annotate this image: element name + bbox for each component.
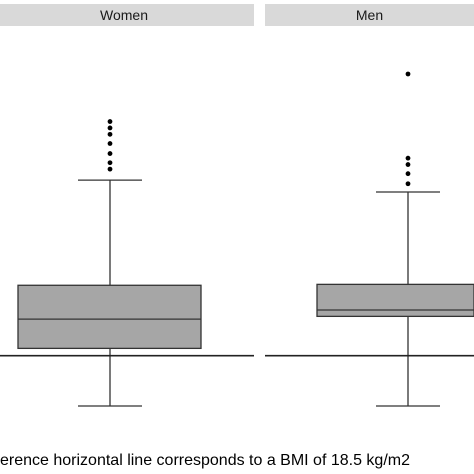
strip-label-men: Men bbox=[356, 7, 383, 23]
strip-background-women bbox=[0, 4, 254, 26]
box-women bbox=[17, 284, 202, 350]
outlier-point-women-4 bbox=[107, 131, 113, 137]
box-men bbox=[316, 283, 474, 318]
outlier-point-men-1 bbox=[405, 171, 411, 177]
outlier-point-women-2 bbox=[107, 151, 113, 156]
boxplot-chart: Women Men bbox=[0, 4, 474, 407]
outlier-point-men-3 bbox=[405, 155, 411, 161]
outlier-point-men-4 bbox=[405, 71, 411, 77]
outlier-point-women-0 bbox=[107, 166, 113, 172]
outlier-point-men-0 bbox=[405, 181, 411, 187]
strip-label-women: Women bbox=[100, 7, 148, 23]
strip-background-men bbox=[265, 4, 474, 26]
outlier-point-women-1 bbox=[107, 160, 113, 166]
outlier-point-women-5 bbox=[107, 125, 113, 131]
outlier-point-men-2 bbox=[405, 162, 411, 167]
outlier-point-women-6 bbox=[107, 119, 113, 124]
figure-caption: erence horizontal line corresponds to a … bbox=[0, 452, 410, 469]
outlier-point-women-3 bbox=[107, 141, 113, 146]
